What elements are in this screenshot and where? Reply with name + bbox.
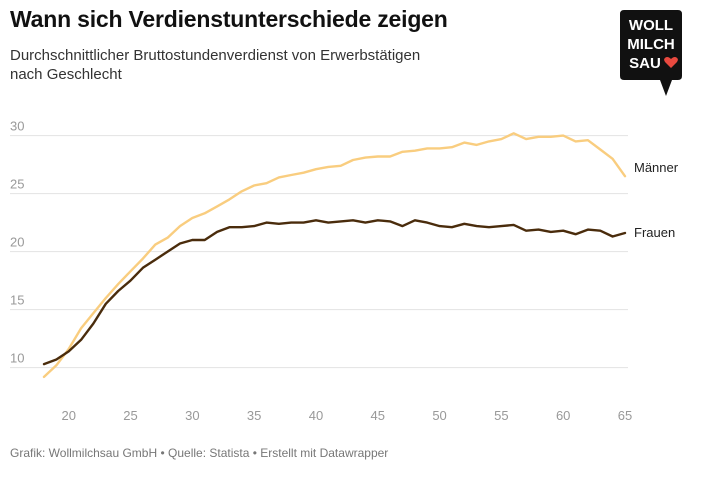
wollmilchsau-logo[interactable]: WOLL MILCH SAU xyxy=(620,10,682,96)
x-tick-label: 20 xyxy=(61,408,75,423)
logo-text-line3: SAU xyxy=(629,55,661,72)
y-tick-label: 10 xyxy=(10,351,24,366)
series-line-frauen xyxy=(42,219,627,366)
source-footer: Grafik: Wollmilchsau GmbH • Quelle: Stat… xyxy=(10,446,389,460)
series-line-männer xyxy=(42,132,627,379)
x-tick-label: 30 xyxy=(185,408,199,423)
x-tick-label: 60 xyxy=(556,408,570,423)
logo-text-line1: WOLL xyxy=(629,17,673,34)
x-tick-label: 45 xyxy=(371,408,385,423)
chart-subtitle: Durchschnittlicher Bruttostundenverdiens… xyxy=(10,47,421,83)
y-tick-label: 20 xyxy=(10,235,24,250)
series-labels: Männer Frauen xyxy=(634,160,679,240)
y-tick-label: 30 xyxy=(10,119,24,134)
x-tick-label: 50 xyxy=(432,408,446,423)
x-axis-ticks: 20 25 30 35 40 45 50 55 60 65 xyxy=(61,408,632,423)
chart-title: Wann sich Verdienstunterschiede zeigen xyxy=(10,6,448,32)
x-tick-label: 35 xyxy=(247,408,261,423)
y-tick-label: 15 xyxy=(10,293,24,308)
line-chart: 10 15 20 25 30 20 25 30 35 40 45 50 55 60 65 Männer Fr… xyxy=(10,119,679,423)
series-lines xyxy=(42,132,627,379)
series-label-frauen: Frauen xyxy=(634,225,675,240)
x-tick-label: 40 xyxy=(309,408,323,423)
x-tick-label: 25 xyxy=(123,408,137,423)
y-axis-ticks: 10 15 20 25 30 xyxy=(10,119,24,366)
gridlines xyxy=(10,135,628,369)
y-tick-label: 25 xyxy=(10,177,24,192)
x-tick-label: 55 xyxy=(494,408,508,423)
x-tick-label: 65 xyxy=(618,408,632,423)
logo-text-line2: MILCH xyxy=(627,36,675,53)
series-label-männer: Männer xyxy=(634,160,679,175)
logo-speech-bubble xyxy=(620,10,682,96)
heart-icon xyxy=(664,57,678,68)
